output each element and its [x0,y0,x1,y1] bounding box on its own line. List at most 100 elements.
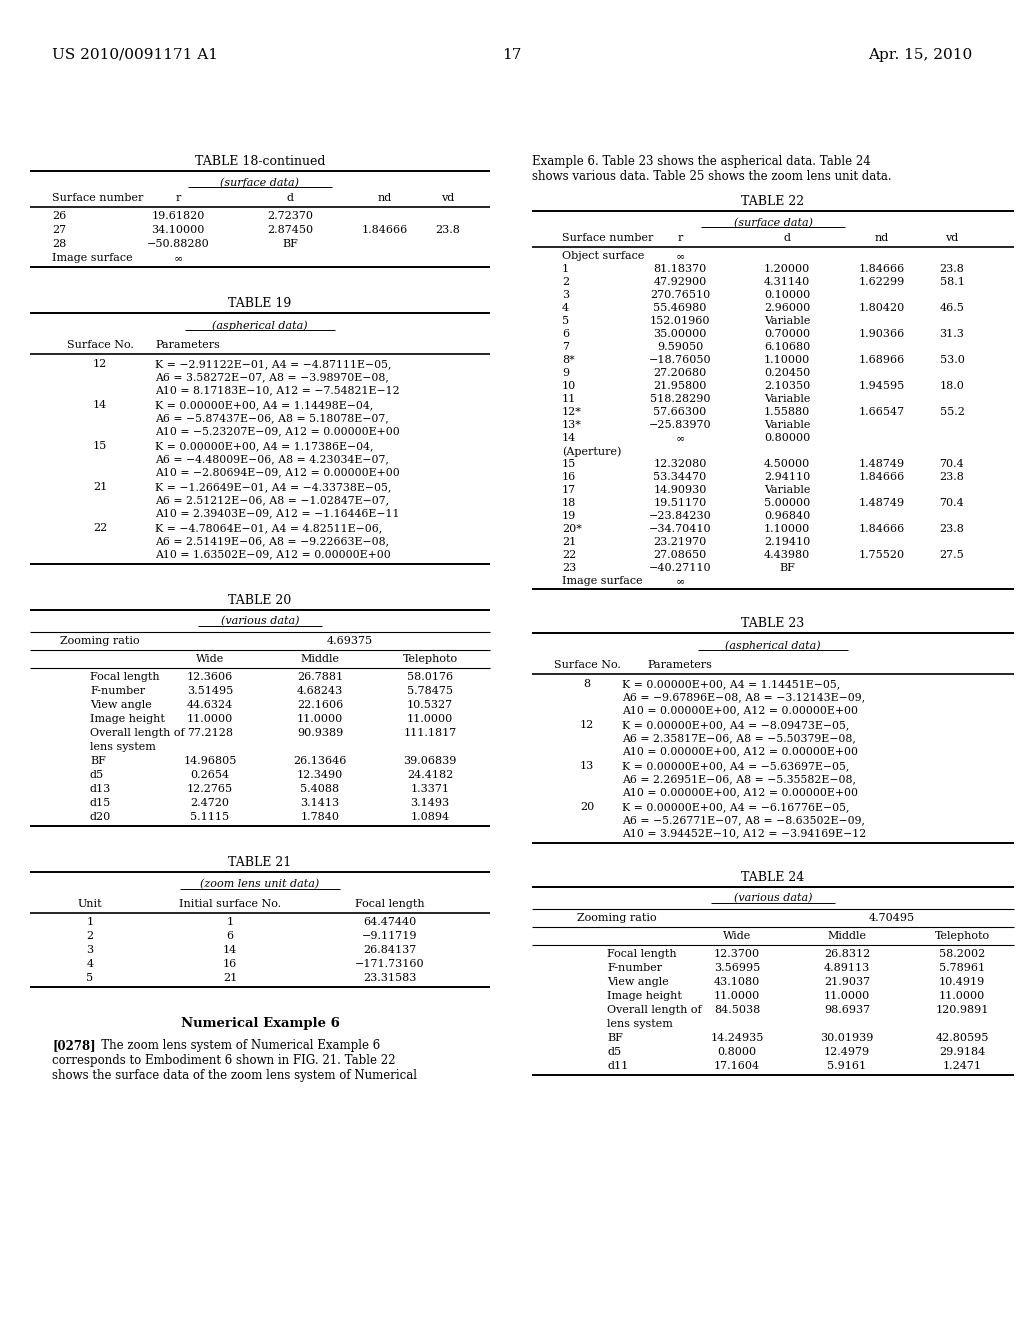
Text: 23.8: 23.8 [435,224,461,235]
Text: Apr. 15, 2010: Apr. 15, 2010 [867,48,972,62]
Text: 111.1817: 111.1817 [403,729,457,738]
Text: A10 = 2.39403E−09, A12 = −1.16446E−11: A10 = 2.39403E−09, A12 = −1.16446E−11 [155,508,399,517]
Text: 1.84666: 1.84666 [859,264,905,275]
Text: Telephoto: Telephoto [402,653,458,664]
Text: 12.2765: 12.2765 [187,784,233,795]
Text: 12.3606: 12.3606 [186,672,233,682]
Text: K = 0.00000E+00, A4 = −8.09473E−05,: K = 0.00000E+00, A4 = −8.09473E−05, [622,719,849,730]
Text: 1.90366: 1.90366 [859,329,905,339]
Text: The zoom lens system of Numerical Example 6: The zoom lens system of Numerical Exampl… [90,1039,380,1052]
Text: BF: BF [90,756,105,766]
Text: 26.84137: 26.84137 [364,945,417,954]
Text: 26.7881: 26.7881 [297,672,343,682]
Text: 57.66300: 57.66300 [653,407,707,417]
Text: 1.66547: 1.66547 [859,407,905,417]
Text: 30.01939: 30.01939 [820,1034,873,1043]
Text: 5: 5 [86,973,93,983]
Text: 55.46980: 55.46980 [653,304,707,313]
Text: (surface data): (surface data) [733,216,812,227]
Text: 1.75520: 1.75520 [859,550,905,560]
Text: TABLE 23: TABLE 23 [741,616,805,630]
Text: 4.50000: 4.50000 [764,459,810,469]
Text: Variable: Variable [764,420,810,430]
Text: 1.20000: 1.20000 [764,264,810,275]
Text: 26.8312: 26.8312 [824,949,870,960]
Text: 1.94595: 1.94595 [859,381,905,391]
Text: 1.84666: 1.84666 [859,524,905,535]
Text: Zooming ratio: Zooming ratio [578,913,656,923]
Text: vd: vd [945,234,958,243]
Text: A6 = 2.51212E−06, A8 = −1.02847E−07,: A6 = 2.51212E−06, A8 = −1.02847E−07, [155,495,389,506]
Text: 270.76510: 270.76510 [650,290,710,300]
Text: 24.4182: 24.4182 [407,770,454,780]
Text: lens system: lens system [90,742,156,752]
Text: 14.96805: 14.96805 [183,756,237,766]
Text: 3: 3 [86,945,93,954]
Text: 27.5: 27.5 [940,550,965,560]
Text: 84.5038: 84.5038 [714,1005,760,1015]
Text: −34.70410: −34.70410 [648,524,712,535]
Text: 11: 11 [562,393,577,404]
Text: 0.10000: 0.10000 [764,290,810,300]
Text: 58.1: 58.1 [940,277,965,286]
Text: ∞: ∞ [676,251,685,261]
Text: 3.51495: 3.51495 [186,686,233,696]
Text: 2.87450: 2.87450 [267,224,313,235]
Text: 1: 1 [86,917,93,927]
Text: F-number: F-number [607,964,663,973]
Text: 120.9891: 120.9891 [935,1005,989,1015]
Text: (aspherical data): (aspherical data) [725,640,821,651]
Text: d15: d15 [90,799,112,808]
Text: 35.00000: 35.00000 [653,329,707,339]
Text: Parameters: Parameters [647,660,712,671]
Text: A6 = −5.87437E−06, A8 = 5.18078E−07,: A6 = −5.87437E−06, A8 = 5.18078E−07, [155,413,389,422]
Text: 5.78961: 5.78961 [939,964,985,973]
Text: TABLE 19: TABLE 19 [228,297,292,310]
Text: lens system: lens system [607,1019,673,1030]
Text: 1.0894: 1.0894 [411,812,450,822]
Text: 5.1115: 5.1115 [190,812,229,822]
Text: 64.47440: 64.47440 [364,917,417,927]
Text: 11.0000: 11.0000 [407,714,454,723]
Text: 5.4088: 5.4088 [300,784,340,795]
Text: View angle: View angle [607,977,669,987]
Text: 15: 15 [562,459,577,469]
Text: 2.19410: 2.19410 [764,537,810,546]
Text: 58.2002: 58.2002 [939,949,985,960]
Text: 27.08650: 27.08650 [653,550,707,560]
Text: 21: 21 [223,973,238,983]
Text: A6 = −4.48009E−06, A8 = 4.23034E−07,: A6 = −4.48009E−06, A8 = 4.23034E−07, [155,454,389,465]
Text: K = 0.00000E+00, A4 = 1.14498E−04,: K = 0.00000E+00, A4 = 1.14498E−04, [155,400,374,411]
Text: 22: 22 [562,550,577,560]
Text: Focal length: Focal length [607,949,677,960]
Text: d13: d13 [90,784,112,795]
Text: 21.9037: 21.9037 [824,977,870,987]
Text: Variable: Variable [764,315,810,326]
Text: A10 = −2.80694E−09, A12 = 0.00000E+00: A10 = −2.80694E−09, A12 = 0.00000E+00 [155,467,399,477]
Text: 1.10000: 1.10000 [764,524,810,535]
Text: r: r [677,234,683,243]
Text: Variable: Variable [764,393,810,404]
Text: Surface No.: Surface No. [67,341,133,350]
Text: TABLE 20: TABLE 20 [228,594,292,607]
Text: 17.1604: 17.1604 [714,1061,760,1071]
Text: 2.10350: 2.10350 [764,381,810,391]
Text: View angle: View angle [90,700,152,710]
Text: −50.88280: −50.88280 [146,239,209,249]
Text: ∞: ∞ [676,576,685,586]
Text: (Aperture): (Aperture) [562,446,622,457]
Text: 0.8000: 0.8000 [718,1047,757,1057]
Text: 17: 17 [503,48,521,62]
Text: 1.68966: 1.68966 [859,355,905,366]
Text: 11.0000: 11.0000 [939,991,985,1001]
Text: 19.51170: 19.51170 [653,498,707,508]
Text: −9.11719: −9.11719 [362,931,418,941]
Text: Surface number: Surface number [52,193,143,203]
Text: 0.70000: 0.70000 [764,329,810,339]
Text: 19.61820: 19.61820 [152,211,205,220]
Text: K = 0.00000E+00, A4 = 1.17386E−04,: K = 0.00000E+00, A4 = 1.17386E−04, [155,441,374,451]
Text: A10 = 1.63502E−09, A12 = 0.00000E+00: A10 = 1.63502E−09, A12 = 0.00000E+00 [155,549,391,558]
Text: 12: 12 [580,719,594,730]
Text: 9: 9 [562,368,569,378]
Text: 81.18370: 81.18370 [653,264,707,275]
